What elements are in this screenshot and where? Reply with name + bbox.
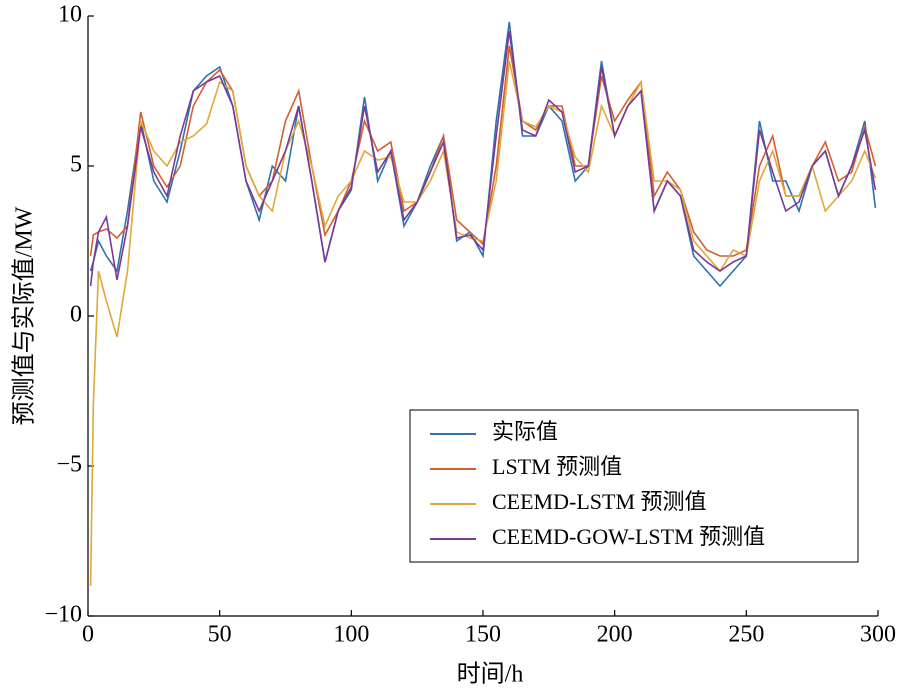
- legend: 实际值 LSTM 预测值 CEEMD-LSTM 预测值 CEEMD-GOW-LSTM …: [409, 409, 859, 563]
- x-tick-label: 200: [597, 622, 633, 648]
- legend-box: [409, 409, 859, 563]
- data-line: [89, 30, 877, 287]
- x-tick-label: 150: [465, 622, 501, 648]
- x-tick-label: 300: [860, 622, 896, 648]
- x-tick-label: 100: [333, 622, 369, 648]
- data-line: [89, 60, 877, 587]
- y-tick-label: 0: [70, 302, 82, 328]
- y-tick-label: −10: [44, 602, 82, 628]
- y-tick-label: 5: [70, 152, 82, 178]
- x-tick-label: 50: [208, 622, 232, 648]
- legend-label: CEEMD-GOW-LSTM 预测值: [492, 524, 765, 549]
- y-axis-label: 预测值与实际值/MW: [11, 206, 38, 425]
- legend-label: 实际值: [492, 419, 558, 444]
- y-tick-label: −5: [56, 452, 82, 478]
- legend-label: CEEMD-LSTM 预测值: [492, 489, 707, 514]
- legend-label: LSTM 预测值: [492, 454, 622, 479]
- x-tick-label: 250: [728, 622, 764, 648]
- data-line: [89, 45, 877, 257]
- y-tick-label: 10: [58, 2, 82, 28]
- x-axis-label: 时间/h: [457, 661, 524, 688]
- x-tick-label: 0: [82, 622, 94, 648]
